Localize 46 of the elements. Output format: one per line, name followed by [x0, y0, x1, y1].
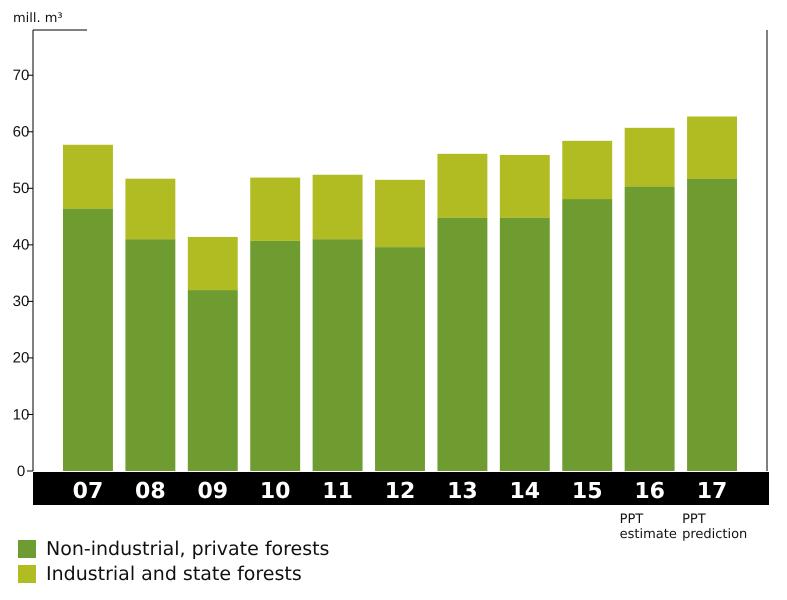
bar — [188, 290, 238, 471]
x-tick-label: 08 — [135, 479, 166, 504]
text: PPT prediction — [682, 512, 748, 542]
y-tick-label: 10 — [12, 406, 30, 424]
bar — [125, 239, 176, 471]
x-tick-label: 17 — [696, 479, 728, 504]
bar — [687, 116, 737, 179]
bar — [312, 174, 363, 240]
bar — [125, 178, 176, 240]
x-tick-label: 10 — [260, 479, 290, 504]
bar — [250, 178, 300, 241]
x-tick-label: 16 — [634, 479, 665, 504]
legend-label: Industrial and state forests — [46, 563, 302, 585]
y-axis-title: mill. m³ — [13, 11, 63, 26]
bar — [624, 128, 675, 187]
bar — [312, 239, 363, 471]
y-tick-label: 70 — [12, 67, 30, 84]
bar — [63, 208, 113, 471]
bar — [687, 178, 737, 471]
y-tick-label: 50 — [12, 180, 30, 198]
x-tick-label: 14 — [510, 479, 540, 504]
bar — [375, 180, 425, 248]
x-tick-label: 12 — [384, 479, 416, 504]
x-tick-label: 13 — [447, 479, 478, 504]
y-tick-label: 40 — [12, 236, 30, 254]
y-tick-label: 0 — [16, 462, 26, 480]
bar — [437, 154, 488, 218]
y-tick-label: 60 — [12, 124, 30, 141]
legend-label: Non-industrial, private forests — [46, 538, 330, 560]
bar — [250, 240, 300, 471]
bar — [437, 218, 488, 471]
bar — [500, 218, 550, 471]
bar — [500, 154, 550, 218]
x-tick-label: 09 — [197, 479, 228, 504]
x-tick-label: 11 — [322, 479, 353, 504]
bar — [624, 186, 675, 471]
x-tick-label: 07 — [72, 479, 104, 504]
bar — [562, 199, 612, 471]
text: PPT estimate — [620, 512, 677, 542]
bar — [375, 247, 425, 471]
bar — [562, 140, 612, 200]
y-tick-label: 30 — [12, 293, 30, 310]
bar — [188, 236, 238, 290]
y-tick-label: 20 — [12, 350, 30, 367]
bar — [63, 144, 113, 209]
x-tick-label: 15 — [572, 479, 603, 504]
